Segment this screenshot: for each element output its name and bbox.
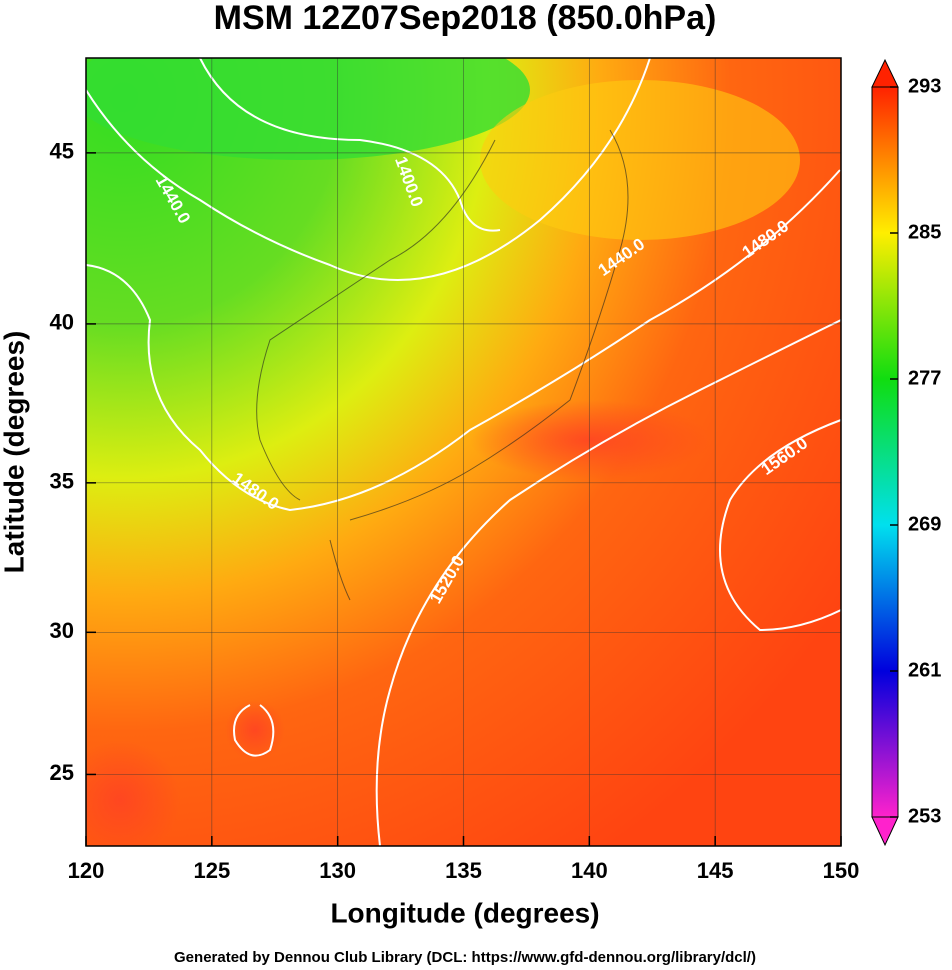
colorbar xyxy=(871,86,899,818)
colorbar-bottom xyxy=(871,816,899,847)
y-tick-label: 35 xyxy=(50,469,74,494)
map-field xyxy=(86,58,841,846)
x-axis-label: Longitude (degrees) xyxy=(330,897,599,928)
x-tick-label: 135 xyxy=(445,858,482,883)
y-tick-label: 30 xyxy=(50,618,74,643)
colorbar-tick-label: 269 xyxy=(908,513,941,535)
colorbar-tick-label: 293 xyxy=(908,75,941,97)
title: MSM 12Z07Sep2018 (850.0hPa) xyxy=(214,0,717,37)
x-tick-label: 145 xyxy=(697,858,734,883)
x-tick-label: 120 xyxy=(68,858,105,883)
colorbar-tick-label: 277 xyxy=(908,367,941,389)
y-tick-label: 40 xyxy=(50,310,74,335)
colorbar-tick-label: 285 xyxy=(908,221,941,243)
x-tick-label: 125 xyxy=(193,858,230,883)
y-tick-label: 25 xyxy=(50,760,74,785)
colorbar-tick-label: 253 xyxy=(908,805,941,827)
y-axis-label: Latitude (degrees) xyxy=(0,331,29,574)
footer: Generated by Dennou Club Library (DCL: h… xyxy=(174,949,756,966)
y-tick-label: 45 xyxy=(50,139,74,164)
x-tick-label: 130 xyxy=(319,858,356,883)
x-tick-label: 140 xyxy=(571,858,608,883)
x-tick-label: 150 xyxy=(823,858,860,883)
colorbar-top xyxy=(871,58,899,88)
colorbar-tick-label: 261 xyxy=(908,659,941,681)
